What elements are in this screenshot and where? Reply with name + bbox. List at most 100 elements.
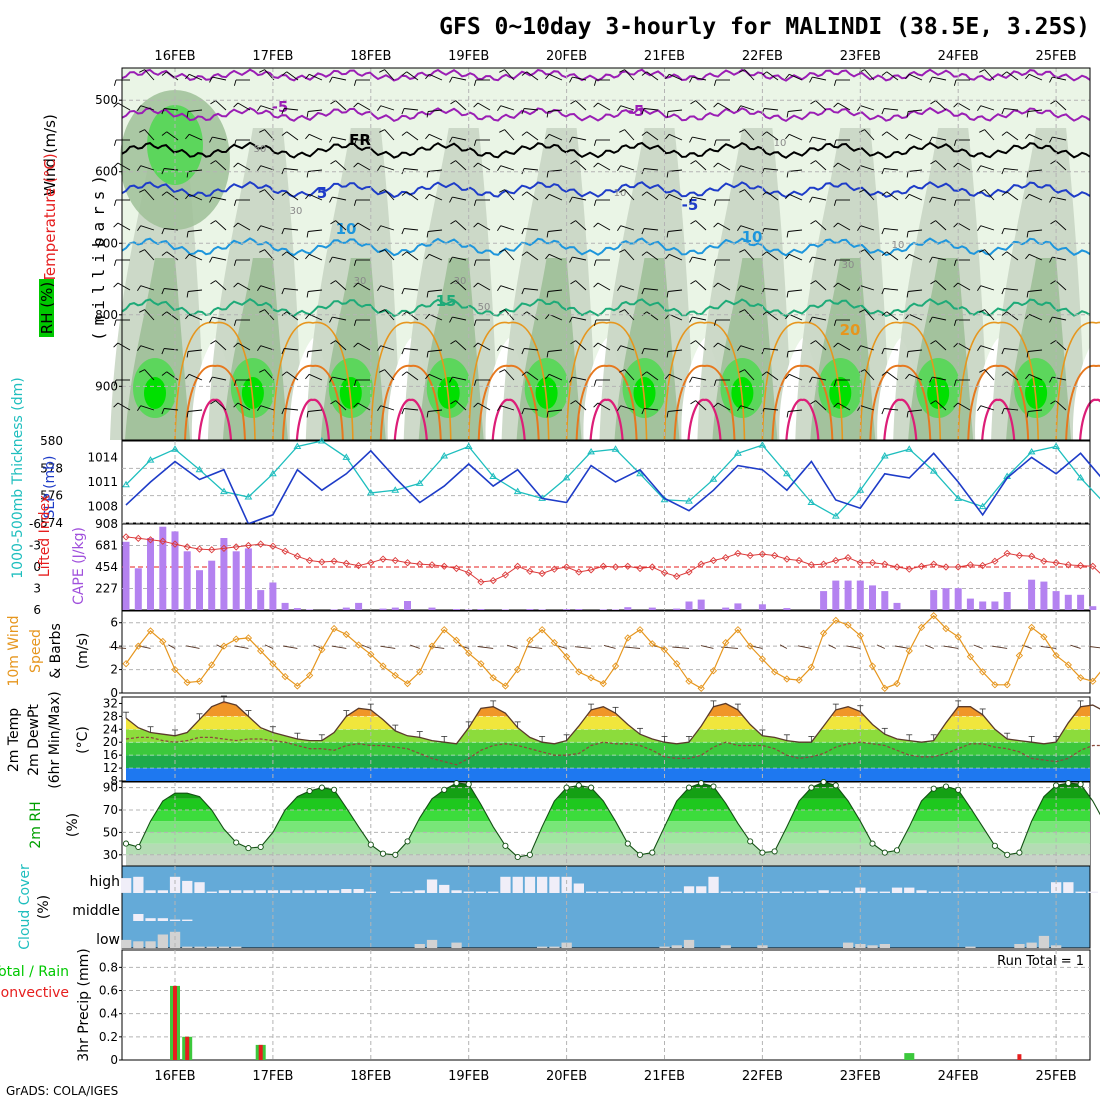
wind-barb (188, 169, 203, 172)
wind10-point (917, 623, 926, 632)
cape-tick-label: 908 (95, 517, 118, 531)
wind-barb-flag (881, 228, 885, 235)
wind-barb-flag (1025, 374, 1030, 380)
wind-barb (380, 165, 395, 171)
rh-point (245, 845, 252, 852)
wind-barb-flag (665, 254, 670, 260)
temp-band (126, 716, 1090, 730)
cloud-bar (1038, 891, 1050, 893)
wind-barb-flag (425, 374, 430, 380)
rh-point (563, 784, 570, 791)
li-point (538, 569, 546, 578)
wind-barb (260, 105, 275, 111)
wind-barb (717, 342, 731, 351)
wind-barb (117, 162, 131, 171)
wind-barb-flag (329, 196, 333, 203)
wind-barb (886, 251, 899, 261)
wind-barb-flag (186, 111, 189, 118)
wind-barb-flag (737, 165, 742, 171)
wind-barb (429, 193, 443, 201)
cloud-bar (182, 946, 193, 948)
li-point (685, 568, 693, 576)
wind10-point (771, 668, 779, 676)
wind-barb-flag (233, 222, 239, 228)
wind-barb (452, 316, 467, 321)
wind-barb-flag (521, 191, 527, 196)
tick-label: 0.8 (99, 960, 118, 974)
thickness-point (317, 437, 326, 444)
wind10-point (648, 640, 656, 648)
wind-barb (837, 162, 851, 171)
wind-barb-flag (449, 256, 453, 263)
cloud-bar (292, 890, 303, 893)
cloud-bar (769, 891, 780, 893)
wind-barb (957, 102, 971, 111)
wind-barb (572, 76, 587, 81)
date-label-top: 19FEB (448, 49, 489, 64)
wind10-point (758, 655, 767, 663)
wind-barb-flag (425, 194, 430, 200)
wind-barb-flag (809, 316, 813, 323)
wind-barb (549, 253, 563, 261)
cloud-bar (439, 884, 450, 893)
wind-barb-flag (209, 136, 213, 143)
wind-barb-flag (690, 280, 696, 285)
wind10-point (452, 636, 461, 644)
wind-barb-flag (161, 348, 165, 355)
wind-barb-flag (1026, 111, 1029, 118)
wind-barb (864, 309, 875, 321)
cloud-bar (390, 891, 401, 893)
wind-barb-flag (1026, 291, 1029, 298)
rh-point (832, 782, 839, 789)
wind-barb (764, 228, 779, 231)
wind-barb-flag (739, 369, 745, 373)
wind-barb-flag (499, 249, 505, 253)
wind-barb-flag (113, 79, 117, 86)
wind-barb-flag (930, 340, 936, 345)
upper-rh-label: RH (%) (38, 282, 56, 334)
wind10-point (685, 677, 693, 685)
wind-barb-flag (929, 256, 933, 263)
wind-barb-flag (979, 129, 985, 133)
wind-barb (815, 280, 827, 291)
isotherm-label: 10 (336, 220, 357, 238)
wind-barb (504, 69, 515, 81)
wind-barb-flag (906, 411, 909, 418)
wind-barb (384, 249, 395, 261)
wind-barb (744, 189, 755, 201)
wind-barb-flag (137, 405, 142, 411)
wind-barb-flag (977, 285, 982, 291)
wind-barb (908, 409, 923, 412)
cloud-bar (683, 886, 695, 894)
wind-barb (695, 400, 707, 411)
cloud-bar (133, 941, 144, 949)
wind-barb (1029, 373, 1043, 381)
cloud-bar (488, 891, 499, 893)
wind-barb (812, 76, 827, 81)
isotherm-arch-30 (393, 398, 428, 441)
wind-barb-flag (833, 259, 837, 266)
wind-barb (575, 280, 587, 291)
tick-label: 0.2 (99, 1030, 118, 1044)
wind-barb (932, 76, 947, 81)
wind-barb (620, 405, 635, 411)
cloud-bar (1026, 942, 1037, 948)
wind-barb (815, 100, 827, 111)
wind-barb (695, 280, 707, 291)
wind-barb-flag (473, 379, 477, 386)
wind-barb (860, 405, 875, 411)
wind-barb-flag (450, 340, 456, 345)
li-point (856, 559, 864, 567)
rh-contour-label: 10 (774, 138, 787, 149)
rh-point (808, 784, 815, 791)
wind-barb-flag (1026, 351, 1029, 358)
tick-label: 6 (110, 616, 118, 630)
wind-barb-flag (161, 71, 167, 76)
wind-barb-flag (785, 74, 790, 80)
wind-barb (597, 162, 611, 171)
cape-bar (758, 604, 766, 610)
wind-barb (144, 69, 155, 81)
wind-barb (864, 189, 875, 201)
wind-barb (188, 409, 203, 412)
